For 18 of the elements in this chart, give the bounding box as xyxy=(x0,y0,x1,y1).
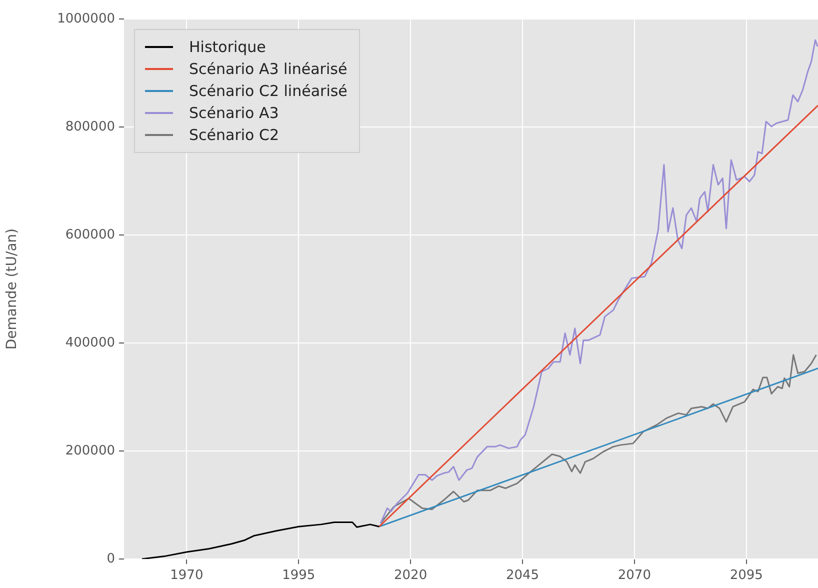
y-tick-label: 400000 xyxy=(65,335,115,350)
y-tick-label: 0 xyxy=(106,551,115,566)
x-tick-label: 1970 xyxy=(170,568,204,584)
y-tick-label: 800000 xyxy=(65,119,115,134)
legend-label: Scénario C2 linéarisé xyxy=(189,82,348,100)
x-tick-label: 2045 xyxy=(506,568,540,584)
x-tick-label: 2095 xyxy=(730,568,763,584)
x-tick-label: 2020 xyxy=(394,568,428,584)
x-tick-label: 2070 xyxy=(618,568,651,584)
x-tick-label: 1995 xyxy=(282,568,316,584)
y-tick-label: 200000 xyxy=(65,443,115,458)
y-tick-label: 1000000 xyxy=(57,11,115,26)
legend-label: Scénario A3 xyxy=(189,104,279,122)
legend-label: Historique xyxy=(189,38,266,56)
y-tick-label: 600000 xyxy=(65,227,115,242)
y-axis-title: Demande (tU/an) xyxy=(4,228,20,350)
legend-label: Scénario C2 xyxy=(189,126,279,144)
legend-label: Scénario A3 linéarisé xyxy=(189,60,348,78)
